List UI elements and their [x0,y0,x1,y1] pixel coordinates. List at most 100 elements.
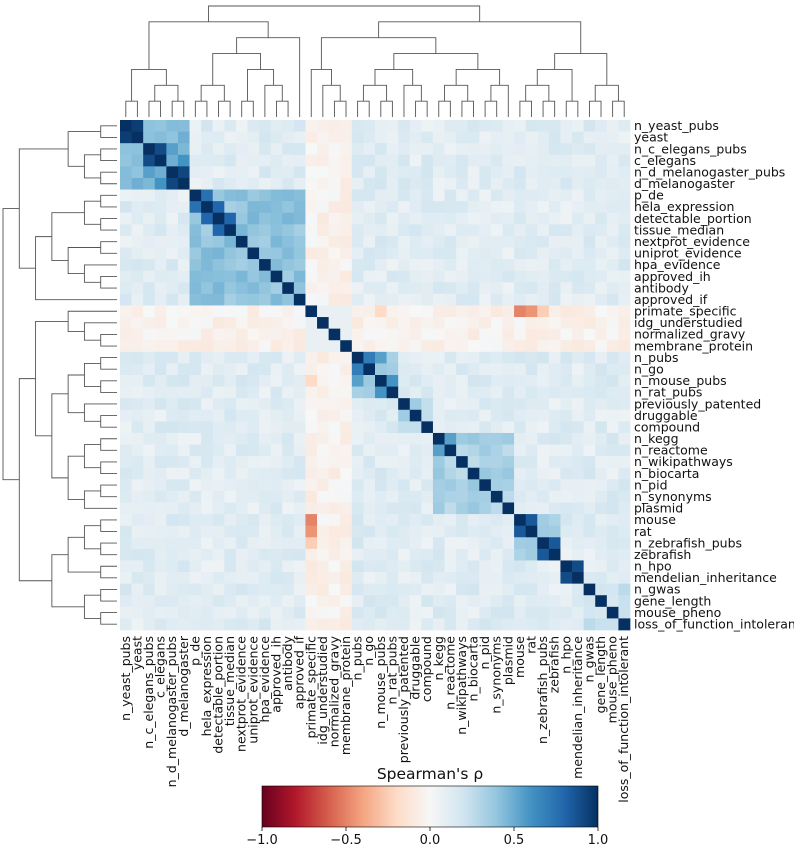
heatmap-cell [618,363,631,376]
heatmap-cell [247,572,260,584]
heatmap-cell [131,212,144,225]
heatmap-cell [340,363,353,376]
heatmap-cell [328,409,341,422]
heatmap-cell [131,177,144,190]
heatmap-cell [409,189,422,202]
heatmap-cell [143,143,156,156]
heatmap-cell [548,456,561,469]
heatmap-cell [143,595,156,608]
heatmap-cell [467,595,480,608]
heatmap-cell [479,166,492,179]
heatmap-cell [224,456,237,469]
heatmap-cell [514,212,527,225]
column-label: tissue_median [222,636,237,726]
heatmap-cell [583,421,596,434]
heatmap-cell [143,432,156,445]
heatmap-cell [259,247,272,260]
heatmap-cell [247,618,260,631]
heatmap-cell [572,375,584,387]
heatmap-cell [606,166,619,179]
heatmap-cell [595,235,608,248]
heatmap-cell [120,548,132,561]
column-label: compound [419,636,434,702]
heatmap-cell [120,363,132,376]
heatmap-cell [514,595,527,608]
column-label: n_synonyms [489,636,504,714]
row-labels: n_yeast_pubsyeastn_c_elegans_pubsc_elega… [634,118,794,631]
heatmap-cell [537,525,550,538]
heatmap-cell [247,305,260,318]
heatmap-cell [177,595,190,608]
heatmap-cell [583,444,596,457]
heatmap-cell [270,293,283,306]
heatmap-cell [235,270,248,283]
dendrogram-link [100,218,117,231]
heatmap-cell [177,456,190,469]
heatmap-cell [618,606,631,619]
heatmap-cell [212,363,225,376]
heatmap-cell [409,270,422,283]
heatmap-cell [583,166,596,179]
heatmap-cell [432,595,445,608]
heatmap-cell [293,421,306,434]
heatmap-cell [398,560,411,573]
colorbar-tick-label: 1.0 [588,833,609,848]
heatmap-cell [282,270,295,283]
heatmap-cell [479,490,492,503]
heatmap-cell [143,177,156,190]
heatmap-cell [479,363,492,376]
column-label: n_d_melanogaster_pubs [164,636,179,787]
heatmap-cell [479,189,492,202]
row-label: n_reactome [634,443,708,458]
heatmap-cell [456,490,469,503]
heatmap-cell [177,548,190,561]
heatmap-cell [317,328,329,341]
heatmap-cell [560,467,573,480]
heatmap-cell [386,154,399,167]
heatmap-cell [583,131,596,144]
heatmap-cell [432,583,445,596]
heatmap-cell [270,479,283,492]
column-label: n_pid [477,636,492,670]
heatmap-cell [432,282,445,295]
heatmap-cell [247,340,260,353]
column-label: n_zebrafish_pubs [535,636,550,744]
heatmap-cell [386,212,399,225]
heatmap-cell [398,247,411,260]
heatmap-cell [224,525,237,538]
heatmap-cell [525,247,538,260]
heatmap-cell [154,467,167,480]
column-label: detectable_portion [211,636,226,754]
heatmap-cell [572,606,584,619]
heatmap-cell [259,259,272,272]
heatmap-cell [386,456,399,469]
heatmap-cell [375,421,387,434]
heatmap-cell [548,618,561,631]
heatmap-cell [189,537,202,550]
heatmap-cell [421,421,434,434]
heatmap-cell [548,293,561,306]
heatmap-cell [154,456,167,469]
heatmap-cell [409,560,422,573]
heatmap-cell [386,467,399,480]
heatmap-cell [583,212,596,225]
heatmap-cell [154,317,167,329]
dendrogram-link [362,84,388,102]
heatmap-cell [398,212,411,225]
heatmap-cell [525,606,538,619]
heatmap-cell [224,363,237,376]
heatmap-cell [421,444,434,457]
heatmap-cell [409,375,422,387]
heatmap-cell [618,305,631,318]
heatmap-cell [514,293,527,306]
heatmap-cell [572,583,584,596]
heatmap-cell [235,363,248,376]
heatmap-cell [247,479,260,492]
heatmap-cell [572,305,584,318]
heatmap-cell [351,247,364,260]
heatmap-cell [421,375,434,387]
heatmap-cell [386,525,399,538]
heatmap-cell [514,340,527,353]
heatmap-cell [131,386,144,399]
heatmap-cell [224,247,237,260]
